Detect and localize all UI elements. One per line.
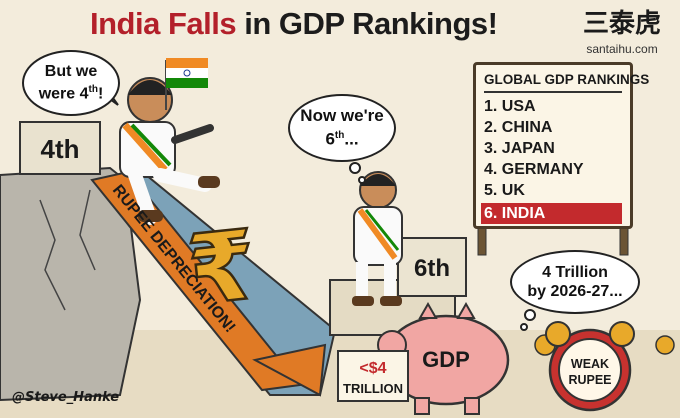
rank-item: 2. CHINA — [484, 119, 553, 136]
clock-line1: WEAK — [571, 357, 609, 371]
bubble-middle-line2: 6 — [325, 129, 335, 149]
step-6th-label: 6th — [414, 255, 450, 282]
brand-watermark: 三泰虎 santaihu.com — [572, 6, 672, 66]
bubble-middle-line1: Now we're — [300, 106, 384, 126]
trillion-line1: <$4 — [359, 360, 386, 377]
piggy-label: GDP — [422, 347, 470, 372]
brand-site: santaihu.com — [586, 42, 658, 56]
thought-bubble-middle: Now we're 6th... — [288, 94, 396, 162]
sitting-politician — [352, 171, 403, 306]
rank-item: 3. JAPAN — [484, 140, 555, 157]
bubble-middle-end: ... — [344, 129, 359, 149]
rank-item-highlighted: 6. INDIA — [481, 203, 622, 224]
bubble-left-end: ! — [97, 85, 104, 103]
rank-item: 1. USA — [484, 98, 536, 115]
title-rest: in GDP Rankings! — [236, 6, 498, 41]
step-6th-block — [397, 237, 467, 297]
cracked-cliff — [0, 166, 142, 402]
coin — [655, 335, 675, 355]
bubble-middle-sup: th — [334, 130, 345, 142]
rank-item: 4. GERMANY — [484, 161, 584, 178]
falling-politician — [119, 58, 220, 225]
clock-line2: RUPEE — [568, 373, 611, 387]
alarm-clock: WEAK RUPEE — [545, 321, 635, 412]
speech-bubble-left: But we were 4th! — [22, 50, 120, 116]
rupee-symbol-text: ₹ — [183, 209, 261, 327]
bubble-right-line1: 4 Trillion — [542, 264, 608, 281]
page-title: India Falls in GDP Rankings! — [90, 6, 540, 46]
piggy-bank: GDP — [377, 301, 510, 415]
trillion-line2: TRILLION — [343, 381, 403, 396]
step-4th-label: 4th — [41, 134, 80, 164]
board-title: GLOBAL GDP RANKINGS — [484, 72, 649, 93]
bubble-left-line1: But we — [44, 62, 98, 80]
bubble-right-line2: by 2026-27... — [527, 283, 623, 300]
title-red-part: India Falls — [90, 6, 237, 41]
rank-item: 5. UK — [484, 182, 525, 199]
rupee-symbol: ₹ — [182, 207, 263, 328]
trillion-sign: <$4 TRILLION — [337, 350, 409, 402]
step-4th-block — [19, 121, 101, 175]
bubble-left-sup: th — [88, 83, 98, 95]
bubble-left-line2: were 4 — [38, 85, 89, 103]
gdp-rankings-board: GLOBAL GDP RANKINGS 1. USA 2. CHINA 3. J… — [473, 62, 649, 229]
thought-bubble-right: 4 Trillion by 2026-27... — [510, 250, 640, 314]
author-credit: @Steve_Hanke — [12, 390, 120, 405]
brand-chinese-logo: 三泰虎 — [582, 9, 661, 39]
